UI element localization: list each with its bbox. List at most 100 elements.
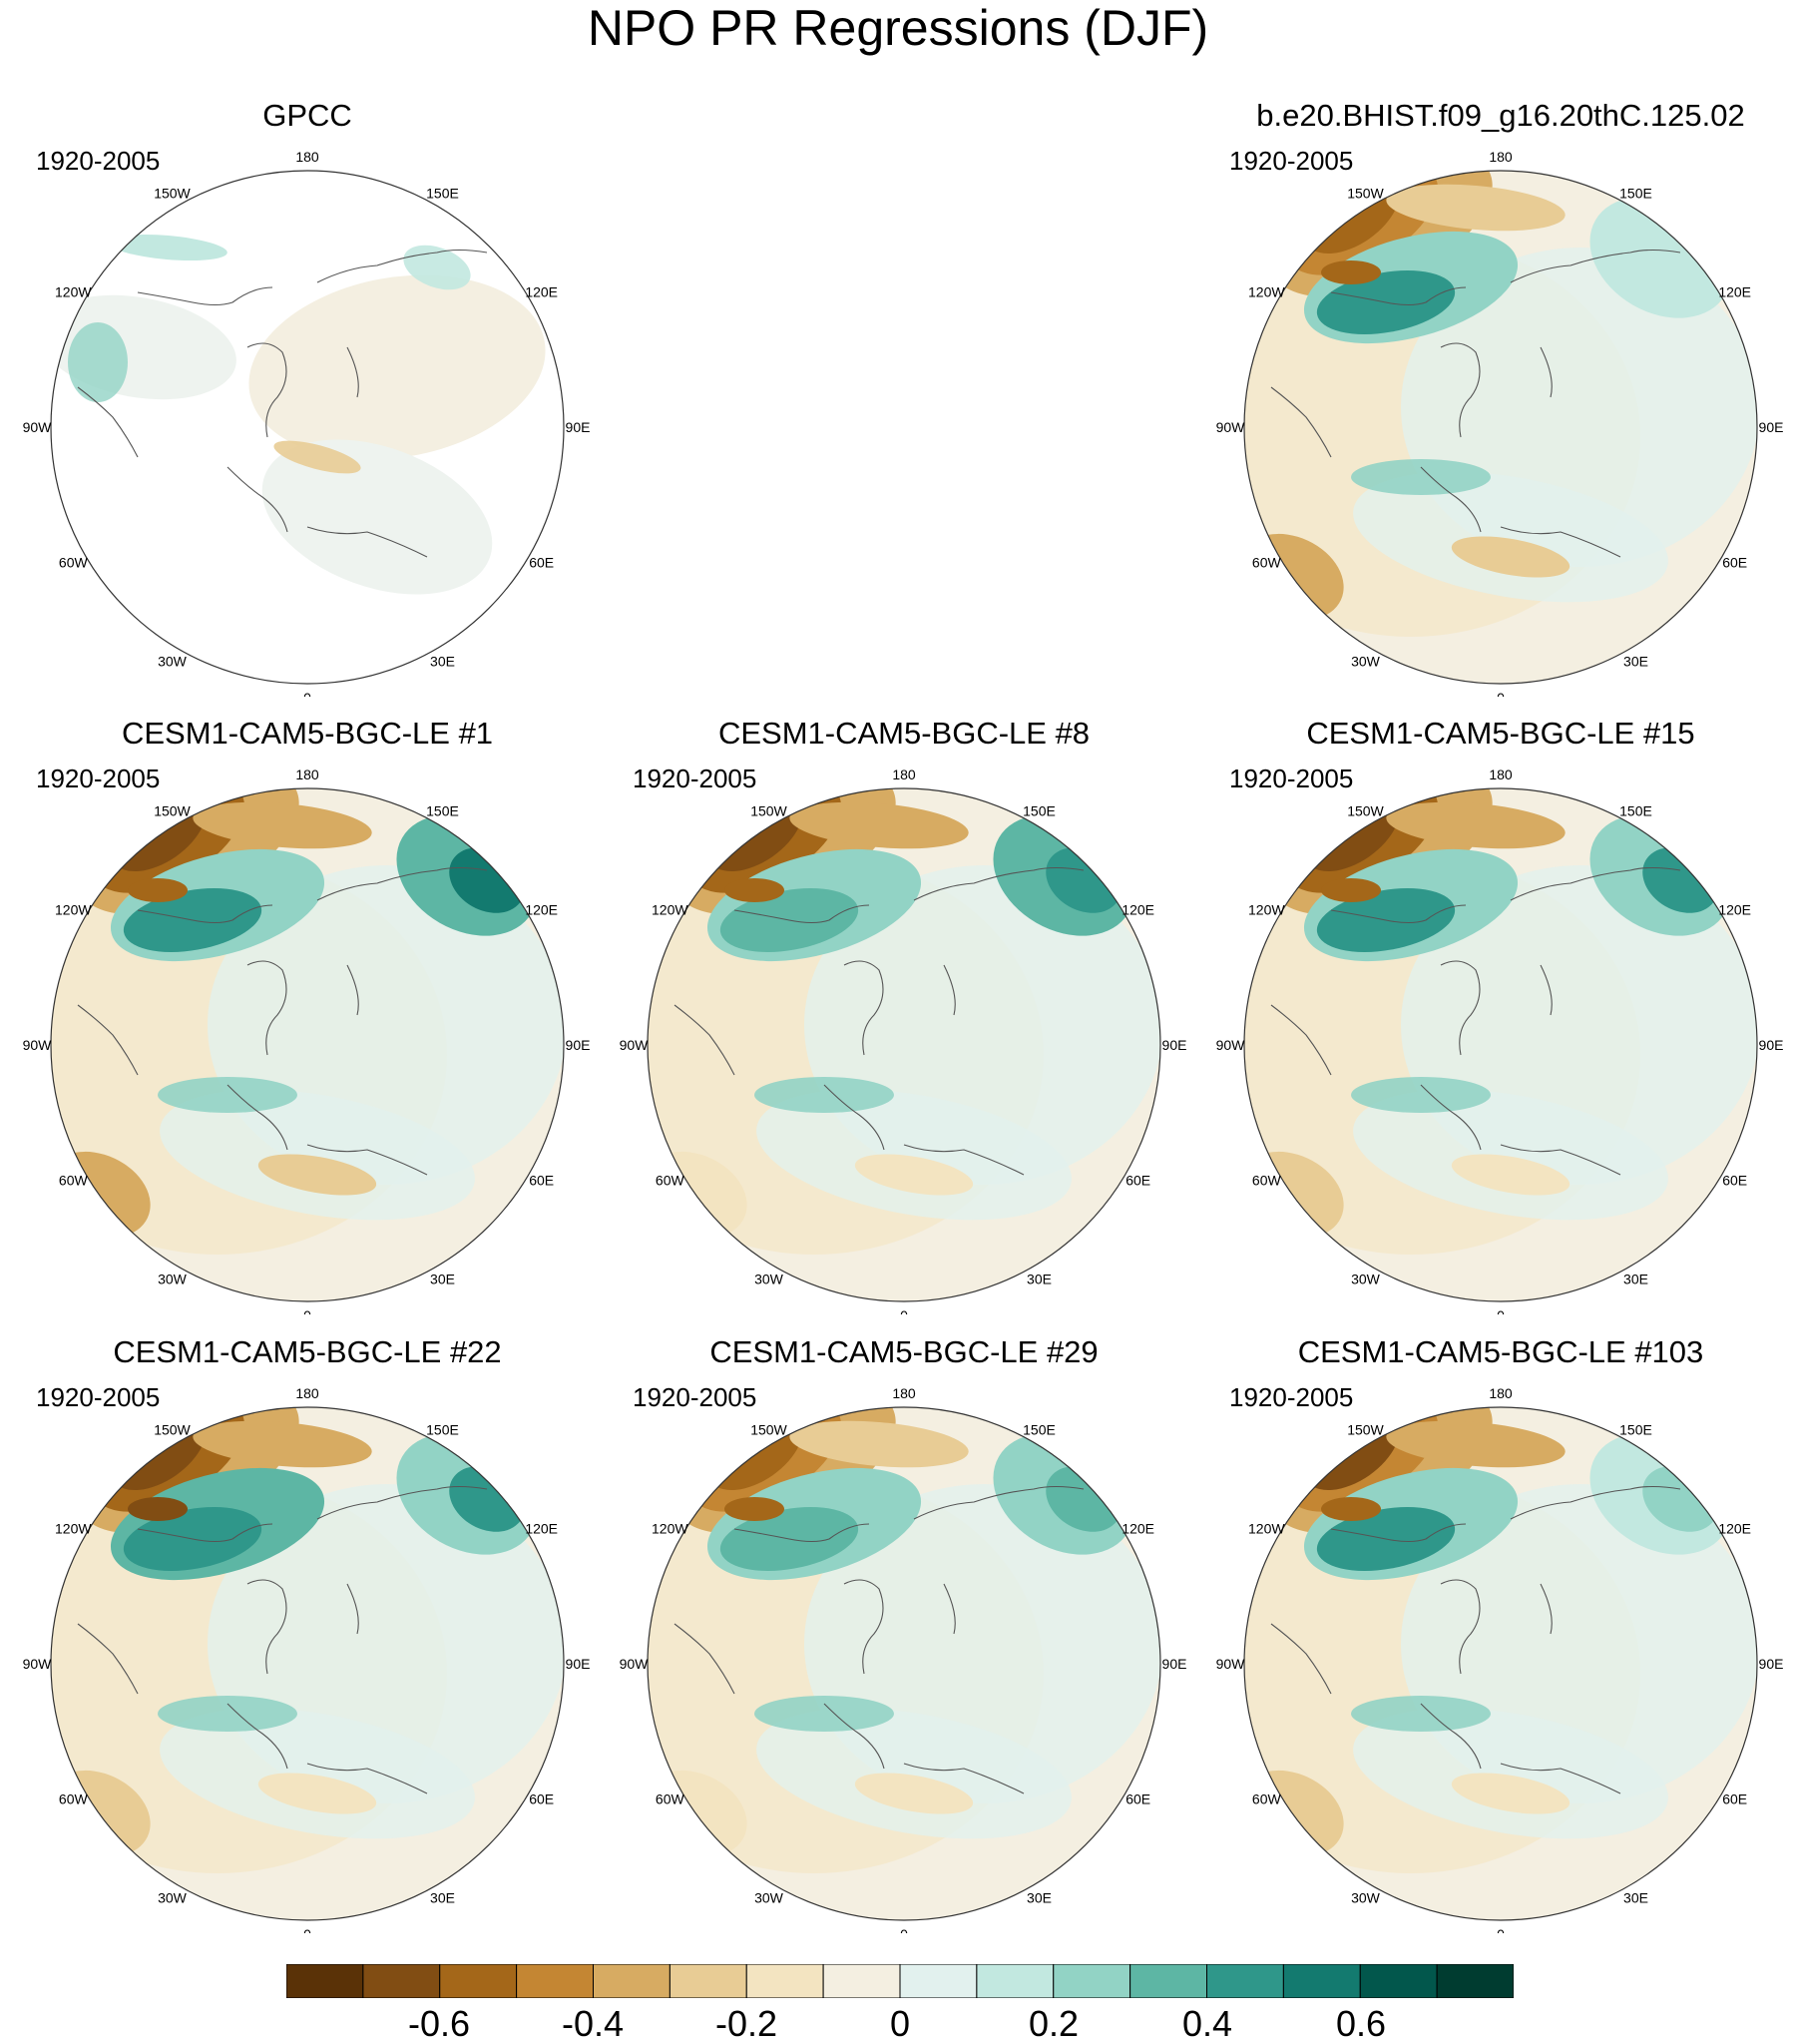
colorbar-label: 0.4 — [1181, 2003, 1233, 2044]
aleutian-dry-tail — [1386, 801, 1566, 849]
eurasia-coverage — [248, 274, 546, 460]
longitude-label: 180 — [892, 1385, 916, 1401]
longitude-label: 30W — [1351, 654, 1381, 670]
greenland-arctic-coast — [246, 342, 287, 438]
colorbar-swatch — [1359, 1964, 1438, 1998]
north-atlantic-wet — [158, 1077, 297, 1113]
field-layer — [51, 171, 564, 684]
longitude-label: 60W — [1252, 1173, 1282, 1189]
mediterranean-coast — [1500, 1763, 1621, 1794]
longitude-label: 90E — [1162, 1037, 1187, 1053]
longitude-label: 0 — [303, 690, 311, 697]
longitude-label: 150W — [1347, 802, 1384, 818]
coastlines — [1270, 1485, 1681, 1794]
alaska-coast — [1330, 904, 1467, 924]
greenland-arctic-coast — [1440, 1579, 1481, 1675]
longitude-label: 120E — [525, 1521, 558, 1537]
longitude-label: 120W — [55, 902, 92, 918]
longitude-label: 120E — [525, 902, 558, 918]
longitude-label: 150E — [1619, 802, 1652, 818]
west-coast-dry — [1321, 878, 1381, 902]
alaska-coast — [1330, 286, 1467, 306]
ural-river — [346, 346, 359, 398]
panel-title: CESM1-CAM5-BGC-LE #103 — [1297, 1334, 1704, 1369]
longitude-label: 150E — [1023, 802, 1056, 818]
longitude-label: 120W — [55, 284, 92, 300]
aleutian-dry-tail — [193, 801, 372, 849]
map-panel-le1: CESM1-CAM5-BGC-LE #1 1920-2005 180 150E 12… — [18, 716, 597, 1314]
longitude-label: 30E — [430, 654, 455, 670]
colorbar — [286, 1964, 1514, 1998]
ural-river — [943, 1583, 956, 1635]
longitude-label: 120E — [1718, 1521, 1751, 1537]
longitude-label: 90W — [23, 1037, 53, 1053]
panel-title: CESM1-CAM5-BGC-LE #8 — [717, 716, 1091, 751]
panel-period: 1920-2005 — [36, 1382, 161, 1412]
siberia-coast — [316, 249, 488, 283]
field-layer — [648, 788, 1160, 1301]
europe-coast — [823, 1084, 885, 1151]
greenland-arctic-coast — [843, 1579, 884, 1675]
atlantic-wet — [1353, 1708, 1668, 1839]
longitude-label: 150E — [1619, 185, 1652, 201]
map-panel-le8: CESM1-CAM5-BGC-LE #8 1920-2005 180 150E 12… — [615, 716, 1193, 1314]
europe-coast — [1420, 466, 1482, 533]
polar-map: 180 150E 120E 90E 60E 30E 0 30W 60W 90W 120W 150W — [620, 766, 1187, 1314]
siberia-coast — [913, 1485, 1085, 1520]
west-coast-dry — [1321, 1497, 1381, 1521]
north-america-coast — [674, 1004, 735, 1076]
greenland-arctic-coast — [843, 960, 884, 1056]
field-layer — [51, 1407, 564, 1920]
coastlines — [77, 1485, 488, 1794]
longitude-label: 120W — [1248, 902, 1285, 918]
europe-coast — [1420, 1703, 1482, 1770]
mediterranean-dry — [1451, 1773, 1571, 1814]
colorbar-swatch — [1206, 1964, 1284, 1998]
greenland-arctic-coast — [1440, 342, 1481, 438]
mediterranean-dry — [257, 1154, 377, 1196]
colorbar-swatch — [516, 1964, 594, 1998]
north-america-coast — [77, 1004, 139, 1076]
colorbar-swatch — [593, 1964, 671, 1998]
colorbar-label: 0 — [889, 2003, 911, 2044]
panel-title: GPCC — [262, 98, 352, 133]
longitude-label: 60E — [529, 1791, 554, 1807]
longitude-label: 0 — [1497, 1307, 1505, 1314]
longitude-label: 120E — [1122, 902, 1154, 918]
colorbar-swatch — [1436, 1964, 1514, 1998]
longitude-label: 90W — [1216, 1037, 1246, 1053]
longitude-label: 30E — [1623, 1890, 1648, 1906]
mediterranean-coast — [903, 1763, 1025, 1794]
coastlines — [1270, 866, 1681, 1176]
panel-period: 1920-2005 — [1229, 146, 1354, 176]
longitude-label: 120E — [1718, 902, 1751, 918]
longitude-label: 120E — [1718, 284, 1751, 300]
aleutian-dry-tail — [1386, 1420, 1566, 1468]
ural-river — [1540, 1583, 1553, 1635]
alaska-coast — [733, 904, 870, 924]
longitude-label: 150W — [750, 1421, 787, 1437]
longitude-label: 180 — [1489, 766, 1513, 782]
atlantic-wet — [160, 1089, 475, 1221]
longitude-label: 150E — [426, 1421, 459, 1437]
mediterranean-coast — [306, 1763, 428, 1794]
aleutian-dry-tail — [1386, 184, 1566, 232]
polar-map: 180 150E 120E 90E 60E 30E 0 30W 60W 90W 120W 150W — [23, 149, 591, 697]
colorbar-swatch — [1053, 1964, 1131, 1998]
mediterranean-dry — [854, 1773, 974, 1814]
map-boundary — [1243, 1406, 1758, 1921]
polar-map: 180 150E 120E 90E 60E 30E 0 30W 60W 90W 120W 150W — [23, 766, 591, 1314]
atlantic-wet — [1353, 471, 1668, 603]
field-layer — [1244, 1407, 1757, 1920]
map-panel-le29: CESM1-CAM5-BGC-LE #29 1920-2005 180 150E 1… — [615, 1334, 1193, 1933]
coastlines — [77, 866, 488, 1176]
field-layer — [1244, 788, 1757, 1301]
map-boundary — [647, 787, 1161, 1302]
ural-river — [1540, 964, 1553, 1016]
longitude-label: 180 — [295, 1385, 319, 1401]
europe-coast — [1420, 1084, 1482, 1151]
colorbar-swatch — [899, 1964, 978, 1998]
coastlines — [674, 866, 1085, 1176]
alaska-coast-wet — [108, 234, 227, 261]
aleutian-dry-tail — [193, 1420, 372, 1468]
